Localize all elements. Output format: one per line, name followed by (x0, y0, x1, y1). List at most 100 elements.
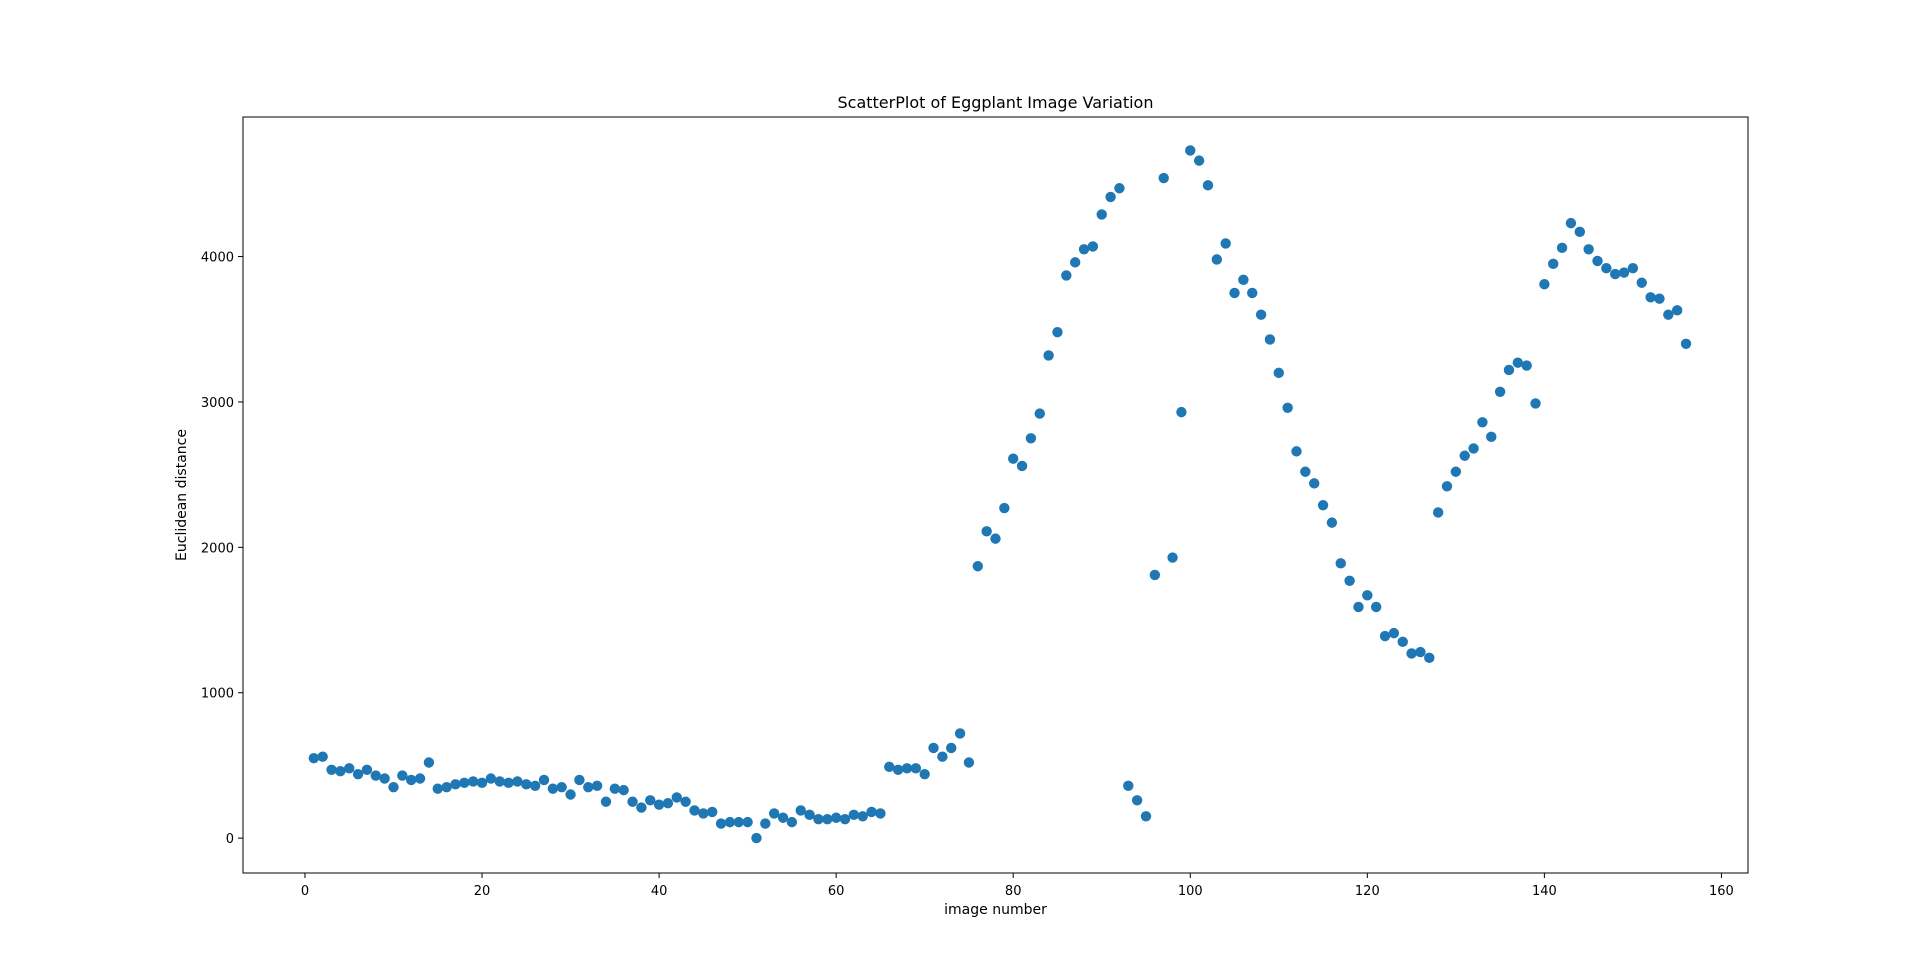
data-point (892, 764, 904, 775)
data-point (1671, 305, 1683, 316)
data-point (618, 784, 629, 796)
data-point (1486, 431, 1497, 443)
data-point (1273, 367, 1284, 379)
data-point (1618, 267, 1630, 278)
data-point (450, 779, 461, 790)
x-tick-label: 100 (1178, 884, 1203, 899)
data-point (884, 761, 895, 773)
data-point (1477, 417, 1488, 428)
data-point (857, 811, 868, 822)
data-point (503, 777, 514, 789)
data-point (768, 808, 780, 819)
data-point (1255, 309, 1267, 320)
data-point (1663, 309, 1674, 320)
data-point (600, 796, 612, 807)
data-point (839, 814, 851, 825)
data-point (459, 777, 470, 789)
data-point (1379, 630, 1391, 642)
data-point (1211, 254, 1223, 265)
data-point (1034, 408, 1045, 419)
data-point (1610, 268, 1621, 280)
data-point (901, 763, 913, 774)
data-point (1415, 646, 1426, 658)
data-point (1043, 350, 1054, 361)
data-point (1167, 552, 1178, 563)
data-point (760, 818, 771, 829)
y-tick-label: 0 (226, 832, 234, 847)
data-point (981, 526, 992, 537)
data-point (1326, 517, 1338, 528)
data-point (1149, 569, 1161, 581)
data-point (1645, 292, 1656, 303)
data-point (1654, 293, 1665, 304)
data-point (1583, 244, 1594, 255)
data-point (1282, 402, 1293, 413)
data-point (999, 502, 1010, 514)
data-point (1008, 453, 1019, 464)
data-point (830, 812, 842, 823)
x-tick-label: 20 (474, 884, 491, 899)
x-tick-label: 0 (301, 884, 309, 899)
data-point (1202, 180, 1214, 191)
data-point (937, 751, 948, 762)
data-point (1521, 360, 1532, 371)
x-tick-label: 160 (1709, 884, 1734, 899)
data-point (1512, 357, 1524, 368)
data-point (565, 789, 576, 800)
data-point (1317, 499, 1329, 511)
data-point (1388, 627, 1400, 639)
data-point (1565, 217, 1577, 229)
data-point (910, 763, 922, 774)
data-point (795, 805, 806, 816)
data-point (1397, 636, 1408, 648)
data-point (954, 728, 966, 739)
data-point (972, 561, 983, 572)
x-tick-label: 140 (1532, 884, 1557, 899)
data-point (1087, 241, 1099, 252)
data-point (335, 766, 346, 777)
data-point (1309, 478, 1320, 489)
chart-title: ScatterPlot of Eggplant Image Variation (838, 93, 1154, 112)
data-point (963, 757, 975, 768)
data-point (1601, 263, 1612, 274)
data-point (707, 806, 718, 818)
data-point (432, 783, 443, 794)
data-point (1193, 155, 1205, 166)
y-tick-label: 1000 (201, 687, 234, 702)
x-tick-label: 120 (1355, 884, 1380, 899)
data-point (1052, 326, 1063, 338)
data-point (1353, 601, 1364, 613)
y-axis-title: Euclidean distance (174, 429, 190, 561)
data-point (1078, 244, 1090, 255)
data-point (476, 777, 488, 789)
data-point (1291, 446, 1302, 457)
data-point (724, 816, 736, 828)
data-point (609, 783, 621, 794)
data-point (627, 796, 638, 807)
data-point (485, 773, 497, 784)
data-point (671, 792, 682, 803)
data-point (848, 809, 860, 821)
data-point (1061, 270, 1072, 281)
data-point (946, 742, 957, 754)
data-point (1592, 255, 1603, 267)
data-point (1247, 287, 1258, 299)
data-point (1131, 795, 1143, 806)
data-point (1494, 386, 1506, 397)
data-point (397, 770, 408, 781)
x-tick-label: 80 (1005, 884, 1022, 899)
data-point (1220, 238, 1231, 249)
x-tick-label: 60 (828, 884, 845, 899)
data-point (1185, 145, 1196, 156)
data-point (804, 809, 815, 821)
data-point (547, 783, 559, 794)
data-point (1441, 481, 1453, 492)
y-tick-label: 2000 (201, 541, 234, 556)
data-point (467, 776, 479, 787)
data-point (1406, 648, 1417, 659)
data-point (680, 796, 691, 807)
data-point (1069, 257, 1081, 268)
data-point (689, 805, 700, 816)
